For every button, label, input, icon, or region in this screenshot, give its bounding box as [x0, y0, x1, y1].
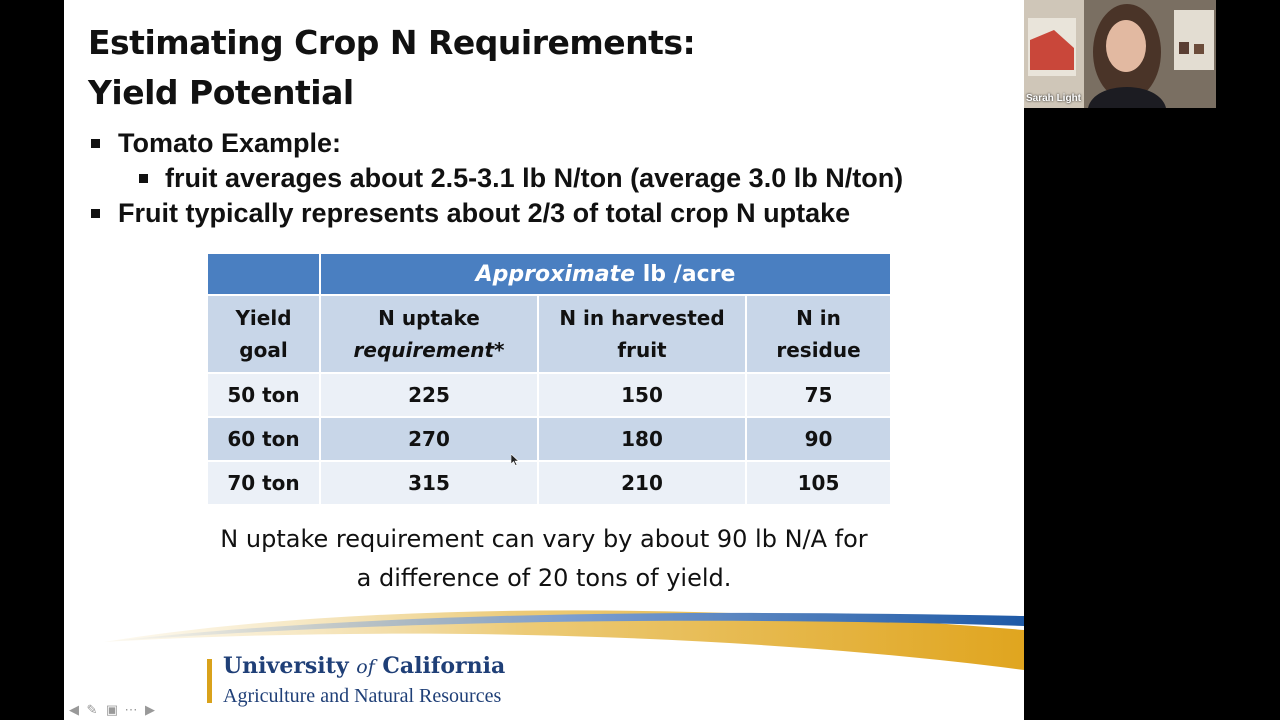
cell-yield: 50 ton — [208, 372, 320, 417]
sub-bullet-fruit-average: fruit averages about 2.5-3.1 lb N/ton (a… — [90, 161, 903, 195]
table-row: 50 ton 225 150 75 — [208, 372, 891, 417]
bullet-fruit-uptake: Fruit typically represents about 2/3 of … — [90, 195, 903, 231]
cell-uptake: 225 — [319, 372, 538, 417]
title-line-1: Estimating Crop N Requirements: — [88, 23, 696, 62]
title-line-2: Yield Potential — [88, 73, 354, 112]
participant-video[interactable]: Sarah Light — [1024, 0, 1216, 108]
col-n-residue: N in residue — [744, 294, 891, 373]
presentation-slide: Estimating Crop N Requirements: Yield Po… — [64, 0, 1024, 720]
cell-yield: 60 ton — [208, 416, 320, 461]
participant-name-label: Sarah Light — [1026, 93, 1082, 104]
table-header-blank — [208, 254, 320, 295]
decorative-swoosh — [104, 610, 1024, 670]
uc-logo-subtitle: Agriculture and Natural Resources — [223, 685, 502, 707]
bullet-list: Tomato Example: fruit averages about 2.5… — [90, 125, 903, 231]
n-requirements-table: Approximate lb /acre Yield goal N uptake r… — [208, 254, 891, 504]
cell-fruit: 150 — [537, 372, 746, 417]
cell-residue: 75 — [744, 372, 891, 417]
bullet-tomato-example: Tomato Example: — [90, 125, 903, 161]
col-n-harvested: N in harvested fruit — [537, 294, 746, 373]
bullet-square-icon — [91, 209, 100, 218]
table-header-row: Approximate lb /acre — [208, 254, 891, 295]
pen-icon[interactable]: ✎ — [86, 702, 98, 717]
cell-yield: 70 ton — [208, 460, 320, 504]
slide-note: N uptake requirement can vary by about 9… — [220, 525, 868, 592]
cell-residue: 90 — [744, 416, 891, 461]
cell-fruit: 210 — [537, 460, 746, 504]
arrow-left-icon[interactable]: ◀ — [69, 702, 79, 717]
arrow-right-icon[interactable]: ▶ — [145, 702, 155, 717]
col-yield-goal: Yield goal — [208, 294, 320, 373]
table-row: 70 ton 315 210 105 — [208, 460, 891, 504]
logo-gold-bar — [207, 659, 212, 703]
participant-video-feed — [1024, 0, 1216, 108]
table-header-approx: Approximate lb /acre — [318, 254, 891, 295]
table-row: 60 ton 270 180 90 — [208, 416, 891, 461]
bullet-square-icon — [91, 139, 100, 148]
mouse-cursor-icon — [511, 454, 519, 466]
uc-logo-title: University of California — [223, 653, 506, 679]
cell-uptake: 270 — [319, 416, 538, 461]
cell-residue: 105 — [744, 460, 891, 504]
table-column-headers: Yield goal N uptake requirement* N in harv… — [208, 294, 891, 373]
slide-title: Estimating Crop N Requirements: Yield Po… — [88, 18, 696, 118]
bullet-square-icon — [139, 174, 148, 183]
cell-fruit: 180 — [537, 416, 746, 461]
more-icon[interactable]: ⋯ — [124, 702, 138, 717]
col-n-uptake: N uptake requirement* — [319, 294, 538, 373]
slides-icon[interactable]: ▣ — [105, 702, 119, 717]
cell-uptake: 315 — [319, 460, 538, 504]
